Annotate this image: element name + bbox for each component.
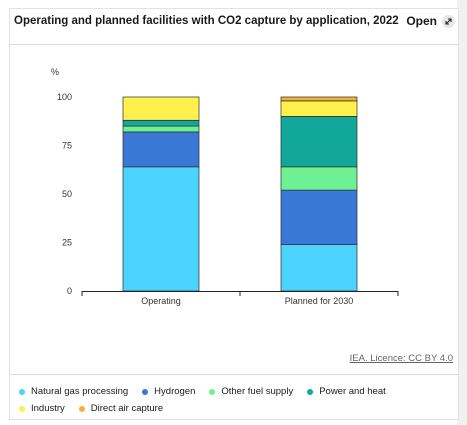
bar-segment bbox=[280, 116, 358, 168]
page-edge bbox=[457, 0, 467, 425]
y-tick-label: 0 bbox=[67, 286, 72, 296]
legend-item[interactable]: Direct air capture bbox=[78, 403, 164, 414]
bar-segment bbox=[122, 96, 200, 121]
y-tick-label: 75 bbox=[62, 141, 72, 151]
chart-title: Operating and planned facilities with CO… bbox=[14, 15, 399, 27]
y-axis-ticks: 0 25 50 75 100 bbox=[57, 92, 72, 296]
bar-segment bbox=[280, 166, 358, 191]
stacked-bar-chart: % 0 25 50 75 100 Operating Planned for 2030 bbox=[51, 67, 399, 306]
chart-card bbox=[9, 8, 459, 420]
bar-segment bbox=[122, 125, 200, 133]
header-divider bbox=[10, 44, 459, 45]
bar-segment bbox=[122, 131, 200, 168]
legend-item[interactable]: Power and heat bbox=[307, 386, 386, 397]
source-license-link[interactable]: IEA. Licence: CC BY 4.0 bbox=[349, 353, 453, 364]
expand-arrow-icon bbox=[442, 14, 455, 28]
legend-label: Hydrogen bbox=[154, 386, 196, 397]
legend-item[interactable]: Hydrogen bbox=[142, 386, 195, 397]
legend-swatch bbox=[209, 388, 216, 395]
bars-group bbox=[122, 96, 358, 292]
open-label: Open bbox=[406, 14, 437, 28]
bar-segment bbox=[122, 166, 200, 292]
chart-legend: Natural gas processing Hydrogen Other fuel… bbox=[19, 386, 439, 414]
legend-label: Natural gas processing bbox=[31, 386, 129, 397]
open-button[interactable]: Open bbox=[406, 14, 455, 28]
y-axis-label: % bbox=[51, 67, 59, 77]
legend-swatch bbox=[307, 388, 314, 395]
y-tick-label: 50 bbox=[62, 189, 72, 199]
bar-segment bbox=[280, 189, 358, 245]
legend-item[interactable]: Industry bbox=[19, 403, 65, 414]
bar-segment bbox=[122, 119, 200, 127]
legend-label: Other fuel supply bbox=[221, 386, 294, 397]
x-axis: Operating Planned for 2030 bbox=[81, 291, 399, 306]
legend-divider bbox=[10, 374, 459, 375]
y-tick-label: 25 bbox=[62, 238, 72, 248]
legend-swatch bbox=[19, 388, 25, 395]
bar-segment bbox=[280, 96, 358, 102]
legend-swatch bbox=[78, 405, 85, 412]
legend-swatch bbox=[19, 405, 25, 412]
y-tick-label: 100 bbox=[57, 92, 72, 102]
legend-label: Industry bbox=[31, 403, 65, 414]
legend-label: Direct air capture bbox=[90, 403, 164, 414]
legend-item[interactable]: Other fuel supply bbox=[209, 386, 293, 397]
bar-segment bbox=[280, 244, 358, 292]
legend-label: Power and heat bbox=[319, 386, 386, 397]
legend-item[interactable]: Natural gas processing bbox=[19, 386, 128, 397]
x-tick-label: Planned for 2030 bbox=[285, 296, 354, 306]
bar-segment bbox=[280, 100, 358, 117]
x-tick-label: Operating bbox=[141, 296, 181, 306]
legend-swatch bbox=[142, 388, 149, 395]
